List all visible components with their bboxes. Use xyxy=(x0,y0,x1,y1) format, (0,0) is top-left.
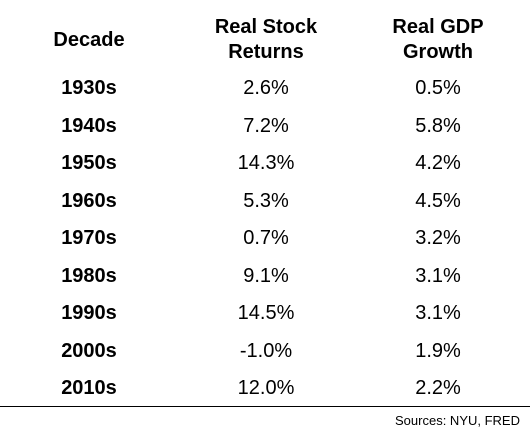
table-row: 1990s 14.5% 3.1% xyxy=(0,295,530,333)
header-stock-line-2: Returns xyxy=(228,41,304,63)
gdp-growth-cell: 3.1% xyxy=(415,264,461,287)
table-row: 1930s 2.6% 0.5% xyxy=(0,70,530,108)
gdp-growth-cell: 0.5% xyxy=(415,77,461,100)
stock-return-cell: 14.5% xyxy=(237,302,295,325)
table-row: 1940s 7.2% 5.8% xyxy=(0,108,530,146)
table-body: 1930s 2.6% 0.5% 1940s 7.2% 5.8% 1950s 14.3% 4.2%… xyxy=(0,70,530,408)
decade-cell: 1970s xyxy=(61,227,117,250)
header-decade: Decade xyxy=(29,10,149,70)
table-row: 2000s -1.0% 1.9% xyxy=(0,333,530,371)
stock-return-cell: 14.3% xyxy=(237,152,295,175)
decade-cell: 1940s xyxy=(61,114,117,137)
table-row: 1980s 9.1% 3.1% xyxy=(0,258,530,296)
stock-return-cell: 0.7% xyxy=(243,227,289,250)
table-header: Decade Real Stock Returns Real GDP Growt… xyxy=(0,10,530,70)
stock-return-cell: -1.0% xyxy=(239,339,293,362)
table-row: 1960s 5.3% 4.5% xyxy=(0,183,530,221)
stock-return-cell: 5.3% xyxy=(243,189,289,212)
gdp-growth-cell: 2.2% xyxy=(415,377,461,400)
decade-cell: 2010s xyxy=(61,377,117,400)
header-decade-line-1: Decade xyxy=(53,28,125,51)
header-stock-line-1: Real Stock xyxy=(214,16,318,38)
decade-cell: 1960s xyxy=(61,189,117,212)
decade-cell: 1980s xyxy=(61,264,117,287)
table-row: 2010s 12.0% 2.2% xyxy=(0,370,530,408)
header-gdp-line-1: Real GDP xyxy=(392,16,484,38)
decade-cell: 1930s xyxy=(61,77,117,100)
table-row: 1970s 0.7% 3.2% xyxy=(0,220,530,258)
header-real-gdp-growth: Real GDP Growth xyxy=(368,10,508,70)
gdp-growth-cell: 4.2% xyxy=(415,152,461,175)
table-bottom-rule xyxy=(0,406,530,407)
gdp-growth-cell: 3.2% xyxy=(415,227,461,250)
gdp-growth-cell: 3.1% xyxy=(415,302,461,325)
stock-return-cell: 7.2% xyxy=(243,114,289,137)
decade-cell: 1990s xyxy=(61,302,117,325)
decade-cell: 1950s xyxy=(61,152,117,175)
gdp-growth-cell: 5.8% xyxy=(415,114,461,137)
gdp-growth-cell: 4.5% xyxy=(415,189,461,212)
decade-cell: 2000s xyxy=(61,339,117,362)
gdp-growth-cell: 1.9% xyxy=(415,339,461,362)
header-gdp-line-2: Growth xyxy=(403,41,473,63)
stock-return-cell: 9.1% xyxy=(243,264,289,287)
source-note: Sources: NYU, FRED xyxy=(395,413,520,428)
stock-return-cell: 2.6% xyxy=(243,77,289,100)
stock-return-cell: 12.0% xyxy=(237,377,295,400)
table-row: 1950s 14.3% 4.2% xyxy=(0,145,530,183)
header-real-stock-returns: Real Stock Returns xyxy=(196,10,336,70)
